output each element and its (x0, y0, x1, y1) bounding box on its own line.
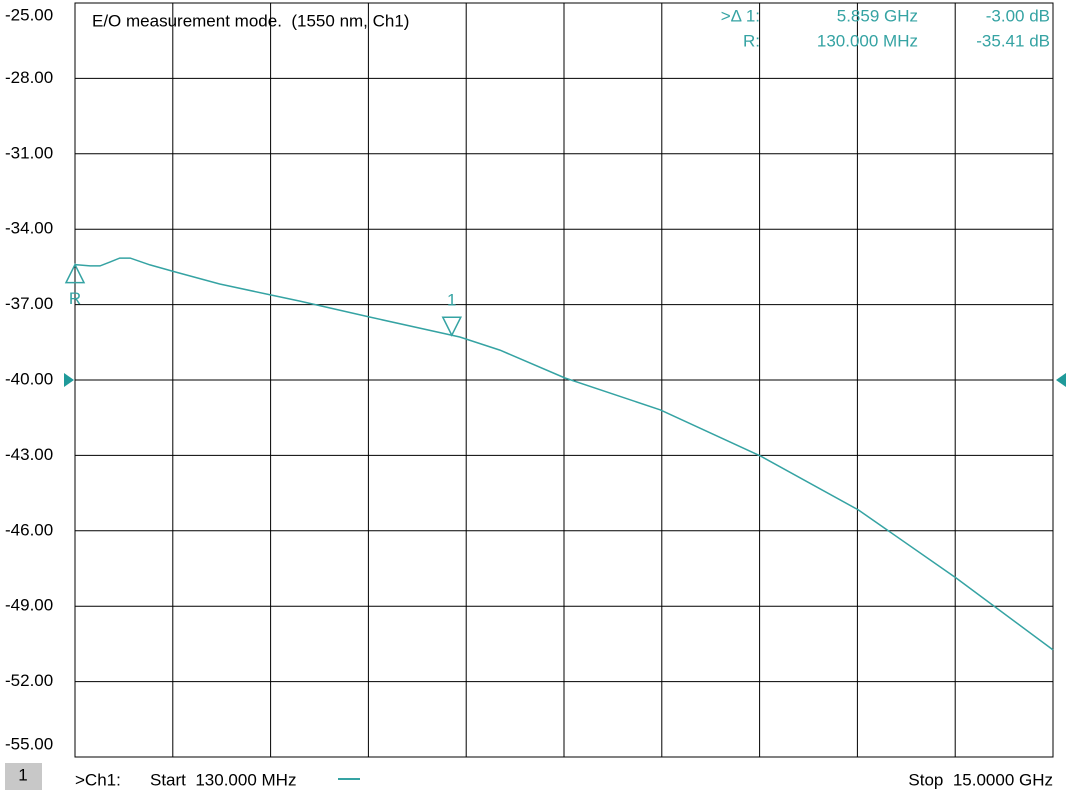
y-tick-label: -40.00 (5, 369, 53, 388)
marker-triangle (441, 316, 463, 337)
y-tick-label: -49.00 (5, 596, 53, 615)
start-label: Start 130.000 MHz (150, 770, 296, 789)
y-tick-label: -28.00 (5, 68, 53, 87)
y-tick-label: -55.00 (5, 734, 53, 753)
marker-readout: 5.859 GHz (837, 6, 918, 25)
y-tick-label: -46.00 (5, 520, 53, 539)
y-tick-label: -52.00 (5, 671, 53, 690)
stop-label: Stop 15.0000 GHz (908, 770, 1053, 789)
marker-label: 1 (447, 291, 456, 310)
legend-label: >Ch1: (75, 770, 121, 789)
marker-readout: 130.000 MHz (817, 31, 918, 50)
y-tick-label: -34.00 (5, 219, 53, 238)
reference-arrow (1056, 373, 1066, 387)
channel-box (5, 763, 42, 790)
marker-triangle (64, 262, 86, 284)
trace-line (74, 257, 1054, 651)
reference-arrow (64, 373, 74, 387)
marker-readout: >Δ 1: (721, 6, 760, 25)
marker-readout: R: (743, 31, 760, 50)
chart-title: E/O measurement mode. (1550 nm, Ch1) (92, 11, 409, 30)
y-tick-label: -37.00 (5, 294, 53, 313)
marker-readout: -35.41 dB (976, 31, 1050, 50)
marker-label: R (69, 289, 81, 308)
channel-number: 1 (18, 765, 27, 784)
y-tick-label: -25.00 (5, 5, 53, 24)
y-tick-label: -43.00 (5, 445, 53, 464)
y-tick-label: -31.00 (5, 143, 53, 162)
marker-readout: -3.00 dB (986, 6, 1050, 25)
